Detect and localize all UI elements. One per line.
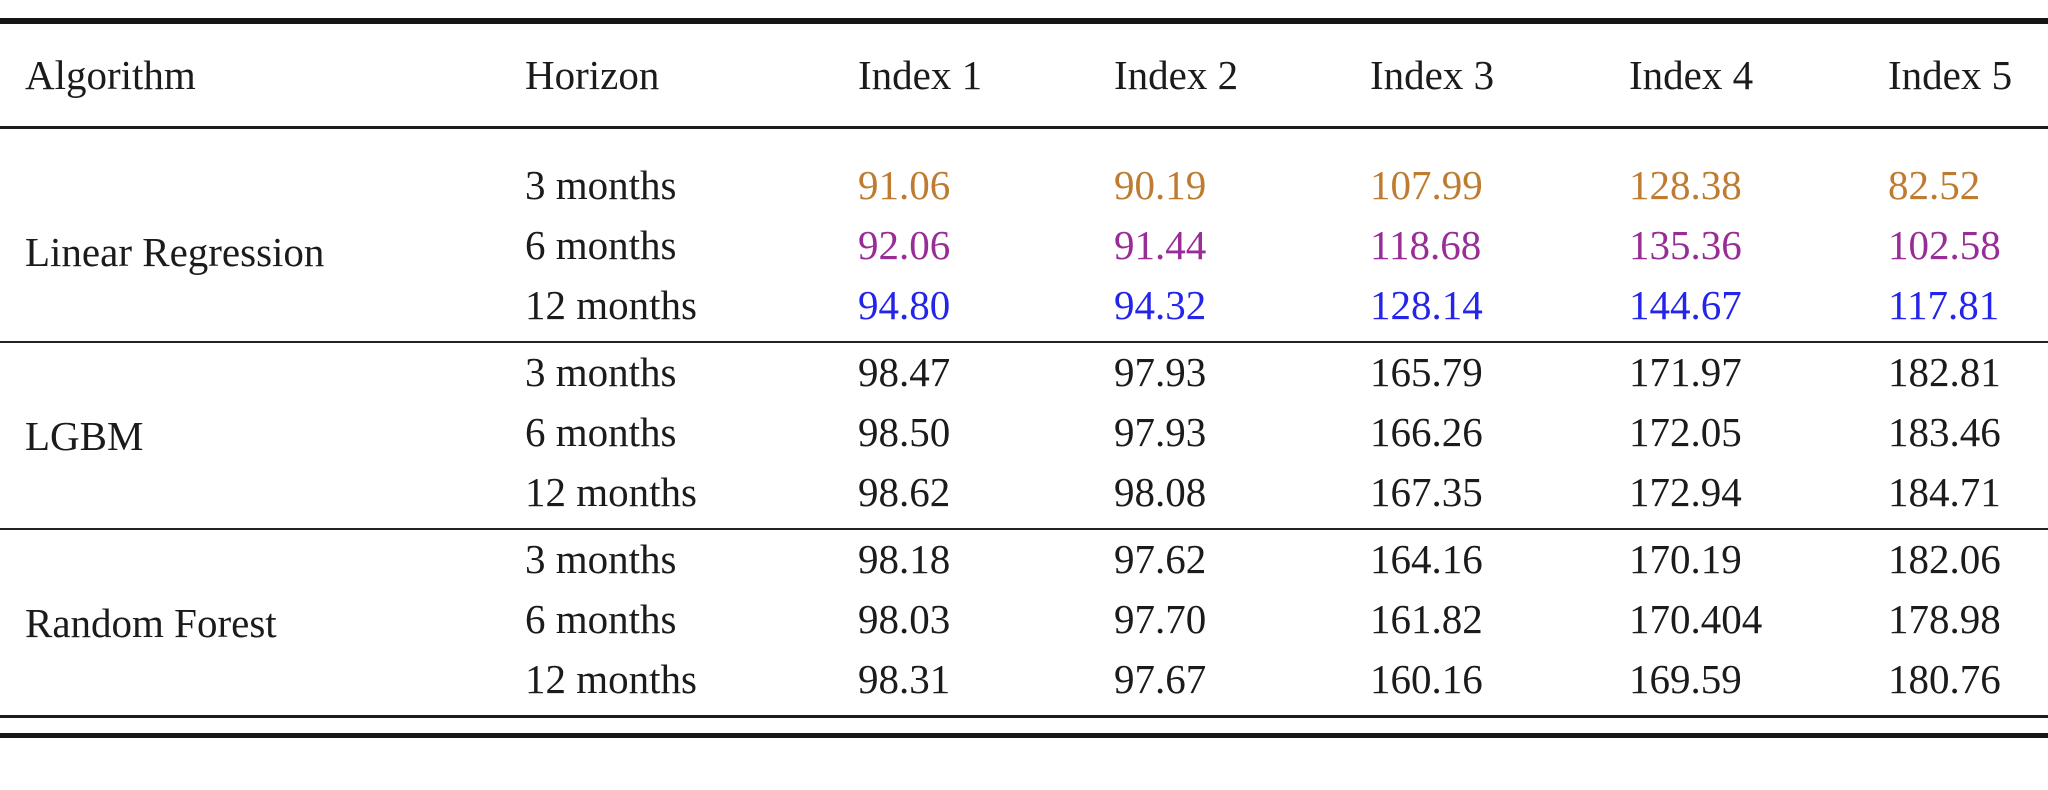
group-lgbm: LGBM 3 months 98.47 97.93 165.79 171.97 … xyxy=(0,342,2048,529)
horizon-cell: 3 months xyxy=(525,536,677,582)
column-header-algorithm: Algorithm xyxy=(25,51,196,98)
value-cell: 182.81 xyxy=(1888,349,2001,395)
value-cell: 97.67 xyxy=(1114,656,1207,702)
value-cell: 91.44 xyxy=(1114,222,1207,268)
table-row: 12 months 98.62 98.08 167.35 172.94 184.… xyxy=(0,468,2048,529)
value-cell: 172.94 xyxy=(1629,469,1742,515)
value-cell: 180.76 xyxy=(1888,656,2001,702)
value-cell: 161.82 xyxy=(1370,596,1483,642)
value-cell: 98.08 xyxy=(1114,469,1207,515)
value-cell: 90.19 xyxy=(1114,162,1207,208)
group-linear-regression: Linear Regression 3 months 91.06 90.19 1… xyxy=(0,127,2048,342)
column-header-index-3: Index 3 xyxy=(1370,51,1495,98)
value-cell: 98.18 xyxy=(858,536,951,582)
value-cell: 94.80 xyxy=(858,282,951,328)
horizon-cell: 12 months xyxy=(525,282,697,328)
value-cell: 182.06 xyxy=(1888,536,2001,582)
value-cell: 166.26 xyxy=(1370,409,1483,455)
value-cell: 165.79 xyxy=(1370,349,1483,395)
value-cell: 128.14 xyxy=(1370,282,1483,328)
table-row: 6 months 92.06 91.44 118.68 135.36 102.5… xyxy=(0,221,2048,281)
value-cell: 183.46 xyxy=(1888,409,2001,455)
value-cell: 98.31 xyxy=(858,656,951,702)
results-table-container: Algorithm Horizon Index 1 Index 2 Index … xyxy=(0,18,2048,738)
value-cell: 98.62 xyxy=(858,469,951,515)
table-row: 12 months 94.80 94.32 128.14 144.67 117.… xyxy=(0,281,2048,342)
header-row: Algorithm Horizon Index 1 Index 2 Index … xyxy=(0,21,2048,127)
value-cell: 167.35 xyxy=(1370,469,1483,515)
column-header-index-5: Index 5 xyxy=(1888,51,2013,98)
table-row: 6 months 98.03 97.70 161.82 170.404 178.… xyxy=(0,595,2048,655)
table-row: LGBM 3 months 98.47 97.93 165.79 171.97 … xyxy=(0,342,2048,459)
value-cell: 98.47 xyxy=(858,349,951,395)
results-table: Algorithm Horizon Index 1 Index 2 Index … xyxy=(0,18,2048,718)
value-cell: 91.06 xyxy=(858,162,951,208)
value-cell: 144.67 xyxy=(1629,282,1742,328)
value-cell: 169.59 xyxy=(1629,656,1742,702)
value-cell: 135.36 xyxy=(1629,222,1742,268)
value-cell: 97.93 xyxy=(1114,409,1207,455)
column-header-index-2: Index 2 xyxy=(1114,51,1239,98)
horizon-cell: 12 months xyxy=(525,469,697,515)
value-cell: 97.62 xyxy=(1114,536,1207,582)
table-row: Linear Regression 3 months 91.06 90.19 1… xyxy=(0,127,2048,275)
value-cell: 98.03 xyxy=(858,596,951,642)
value-cell: 92.06 xyxy=(858,222,951,268)
value-cell: 164.16 xyxy=(1370,536,1483,582)
value-cell: 172.05 xyxy=(1629,409,1742,455)
table-row: Random Forest 3 months 98.18 97.62 164.1… xyxy=(0,529,2048,646)
group-random-forest: Random Forest 3 months 98.18 97.62 164.1… xyxy=(0,529,2048,717)
value-cell: 97.70 xyxy=(1114,596,1207,642)
value-cell: 171.97 xyxy=(1629,349,1742,395)
column-header-index-4: Index 4 xyxy=(1629,51,1754,98)
horizon-cell: 6 months xyxy=(525,409,677,455)
value-cell: 82.52 xyxy=(1888,162,1981,208)
value-cell: 170.404 xyxy=(1629,596,1763,642)
bottom-rule xyxy=(0,733,2048,738)
value-cell: 107.99 xyxy=(1370,162,1483,208)
algorithm-cell: Linear Regression xyxy=(25,228,325,275)
value-cell: 102.58 xyxy=(1888,222,2001,268)
value-cell: 170.19 xyxy=(1629,536,1742,582)
algorithm-cell: LGBM xyxy=(25,412,144,459)
table-row: 6 months 98.50 97.93 166.26 172.05 183.4… xyxy=(0,408,2048,468)
horizon-cell: 3 months xyxy=(525,162,677,208)
value-cell: 184.71 xyxy=(1888,469,2001,515)
horizon-cell: 12 months xyxy=(525,656,697,702)
column-header-index-1: Index 1 xyxy=(858,51,983,98)
value-cell: 178.98 xyxy=(1888,596,2001,642)
value-cell: 117.81 xyxy=(1888,282,2000,328)
horizon-cell: 6 months xyxy=(525,222,677,268)
horizon-cell: 6 months xyxy=(525,596,677,642)
value-cell: 98.50 xyxy=(858,409,951,455)
algorithm-cell: Random Forest xyxy=(25,599,277,646)
column-header-horizon: Horizon xyxy=(525,51,660,98)
value-cell: 128.38 xyxy=(1629,162,1742,208)
value-cell: 94.32 xyxy=(1114,282,1207,328)
table-header: Algorithm Horizon Index 1 Index 2 Index … xyxy=(0,21,2048,127)
table-row: 12 months 98.31 97.67 160.16 169.59 180.… xyxy=(0,655,2048,717)
value-cell: 97.93 xyxy=(1114,349,1207,395)
value-cell: 118.68 xyxy=(1370,222,1482,268)
value-cell: 160.16 xyxy=(1370,656,1483,702)
horizon-cell: 3 months xyxy=(525,349,677,395)
